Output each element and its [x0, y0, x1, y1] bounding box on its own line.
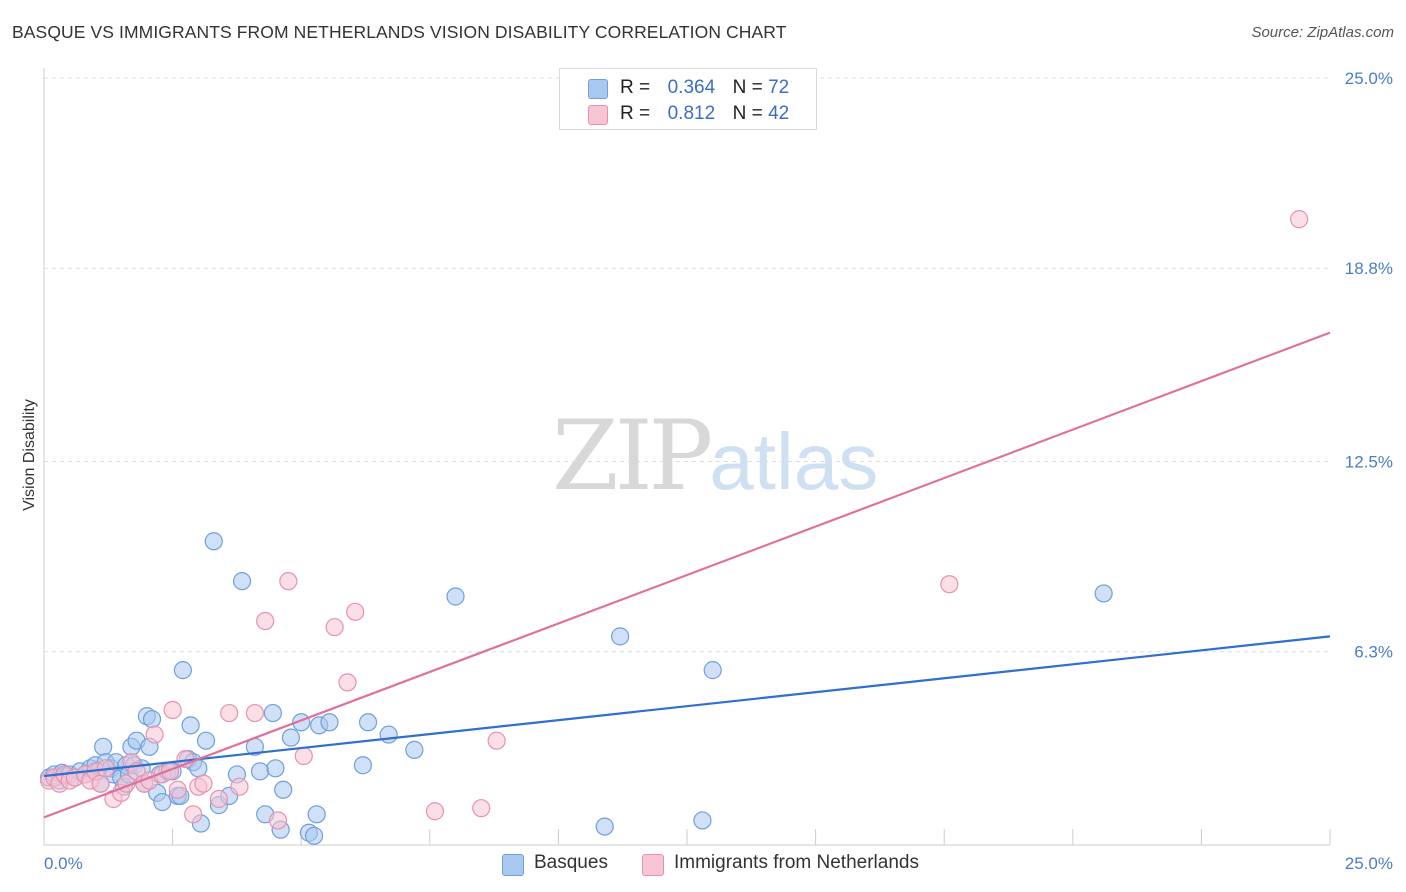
y-axis-title: Vision Disability — [21, 399, 38, 511]
legend-n-label: N = — [732, 77, 763, 98]
data-point — [294, 746, 313, 766]
data-point — [487, 731, 506, 750]
y-tick-label: 12.5% — [1345, 453, 1393, 472]
data-point — [145, 725, 164, 744]
data-point — [168, 780, 187, 799]
bottom-legend: Basques Immigrants from Netherlands — [0, 852, 1406, 878]
data-point — [279, 572, 298, 591]
data-point — [703, 661, 722, 680]
trend-line-basques — [43, 635, 1331, 778]
data-point — [274, 780, 293, 799]
data-point — [245, 703, 265, 723]
axes — [43, 68, 1331, 846]
legend-r-label: R = — [620, 77, 651, 98]
grid-lines — [44, 77, 1330, 653]
data-point — [181, 716, 200, 735]
bottom-legend-swatch-netherlands — [642, 854, 664, 876]
data-point — [263, 703, 283, 723]
legend-swatch-netherlands — [588, 105, 608, 125]
data-point — [204, 532, 223, 551]
data-point — [338, 673, 357, 692]
legend-text-netherlands: R = 0.812 N = 42 — [620, 103, 789, 125]
data-point — [346, 602, 365, 621]
trend-lines — [43, 331, 1331, 819]
data-point — [304, 826, 324, 845]
data-point — [320, 713, 339, 732]
data-point — [94, 737, 113, 756]
trend-line-netherlands — [43, 331, 1331, 819]
data-point — [379, 725, 398, 744]
data-point — [153, 792, 172, 812]
data-point — [220, 703, 239, 723]
axis-labels: 6.3% 12.5% 18.8% 25.0% 0.0% 25.0% Vision Disab… — [21, 69, 1393, 873]
data-point — [194, 774, 213, 793]
series-netherlands-points — [40, 210, 1309, 830]
data-point — [693, 811, 712, 830]
legend-n-value: 72 — [768, 77, 790, 98]
watermark: ZIPatlas — [552, 400, 878, 512]
data-point — [595, 817, 614, 836]
chart-source: Source: ZipAtlas.com — [1251, 24, 1394, 41]
data-point — [281, 728, 301, 747]
legend-r-value: 0.364 — [667, 77, 716, 98]
legend-n-label: N = — [732, 103, 763, 124]
y-tick-label: 6.3% — [1354, 643, 1393, 662]
data-point — [256, 611, 275, 631]
legend-n-value: 42 — [768, 103, 790, 124]
data-point — [1094, 584, 1113, 603]
data-point — [472, 799, 491, 818]
legend-swatch-basques — [588, 79, 608, 99]
bottom-legend-swatch-basques — [502, 854, 524, 876]
legend-r-label: R = — [620, 103, 651, 124]
bottom-legend-label-netherlands: Immigrants from Netherlands — [674, 852, 919, 873]
watermark-atlas: atlas — [709, 417, 879, 506]
legend-text-basques: R = 0.364 N = 72 — [620, 77, 789, 99]
legend: R = 0.364 N = 72 R = 0.812 N = 42 — [559, 68, 817, 130]
watermark-zip: ZIP — [552, 400, 713, 512]
data-point — [196, 731, 216, 750]
x-tick-label: 0.0% — [44, 854, 83, 873]
data-point — [173, 661, 192, 680]
data-point — [425, 802, 445, 821]
data-point — [142, 710, 162, 729]
data-point — [232, 572, 252, 591]
data-point — [405, 740, 424, 759]
legend-r-value: 0.812 — [667, 103, 716, 124]
x-tick-label: 25.0% — [1345, 854, 1393, 873]
y-tick-label: 25.0% — [1345, 69, 1393, 88]
data-point — [266, 759, 285, 778]
data-point — [940, 575, 959, 594]
bottom-legend-label-basques: Basques — [534, 852, 608, 873]
data-point — [358, 713, 378, 732]
data-point — [91, 774, 110, 793]
data-point — [446, 587, 465, 606]
data-point — [1290, 210, 1309, 229]
data-point — [325, 618, 344, 637]
data-point — [250, 762, 270, 781]
data-point — [611, 627, 630, 646]
data-point — [353, 756, 373, 775]
data-point — [209, 789, 228, 809]
data-point — [163, 700, 182, 720]
data-point — [268, 811, 288, 830]
y-tick-label: 18.8% — [1345, 259, 1393, 278]
chart-title: BASQUE VS IMMIGRANTS FROM NETHERLANDS VI… — [12, 22, 787, 42]
data-point — [184, 805, 203, 824]
data-point — [307, 805, 326, 824]
data-point — [230, 777, 249, 796]
